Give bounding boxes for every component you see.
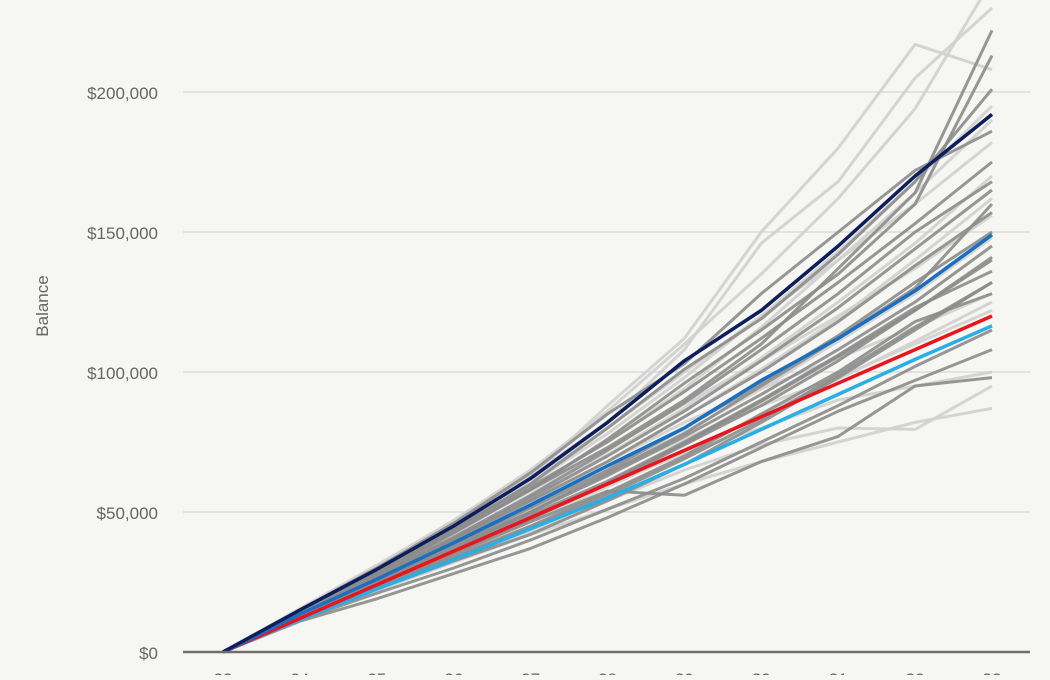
x-tick-label: 23 bbox=[214, 670, 233, 675]
simulation-line bbox=[222, 406, 993, 654]
simulation-line bbox=[222, 88, 994, 654]
highlighted-series-line bbox=[222, 113, 994, 654]
y-tick-label: $50,000 bbox=[97, 504, 158, 523]
x-tick-label: 25 bbox=[367, 670, 386, 675]
simulation-lines bbox=[222, 0, 994, 654]
y-tick-label: $150,000 bbox=[87, 224, 158, 243]
x-tick-label: 30 bbox=[752, 670, 771, 675]
x-tick-label: 26 bbox=[444, 670, 463, 675]
highlighted-lines bbox=[222, 113, 994, 654]
y-tick-label: $0 bbox=[139, 644, 158, 663]
x-tick-label: 29 bbox=[675, 670, 694, 675]
simulation-line bbox=[222, 197, 993, 654]
x-tick-label: 27 bbox=[521, 670, 540, 675]
highlighted-series-line bbox=[222, 314, 993, 654]
x-tick-label: 33 bbox=[983, 670, 1002, 675]
y-axis-label: Balance bbox=[33, 275, 52, 336]
x-tick-label: 32 bbox=[906, 670, 925, 675]
simulation-line bbox=[222, 104, 994, 654]
x-tick-label: 24 bbox=[290, 670, 309, 675]
highlighted-series-line bbox=[222, 324, 993, 654]
simulation-line bbox=[222, 348, 993, 654]
simulation-line bbox=[222, 328, 993, 654]
x-tick-label: 31 bbox=[829, 670, 848, 675]
highlighted-series-line bbox=[222, 233, 994, 654]
y-tick-label: $100,000 bbox=[87, 364, 158, 383]
x-tick-label: 28 bbox=[598, 670, 617, 675]
y-tick-label: $200,000 bbox=[87, 84, 158, 103]
simulation-line bbox=[222, 0, 982, 654]
